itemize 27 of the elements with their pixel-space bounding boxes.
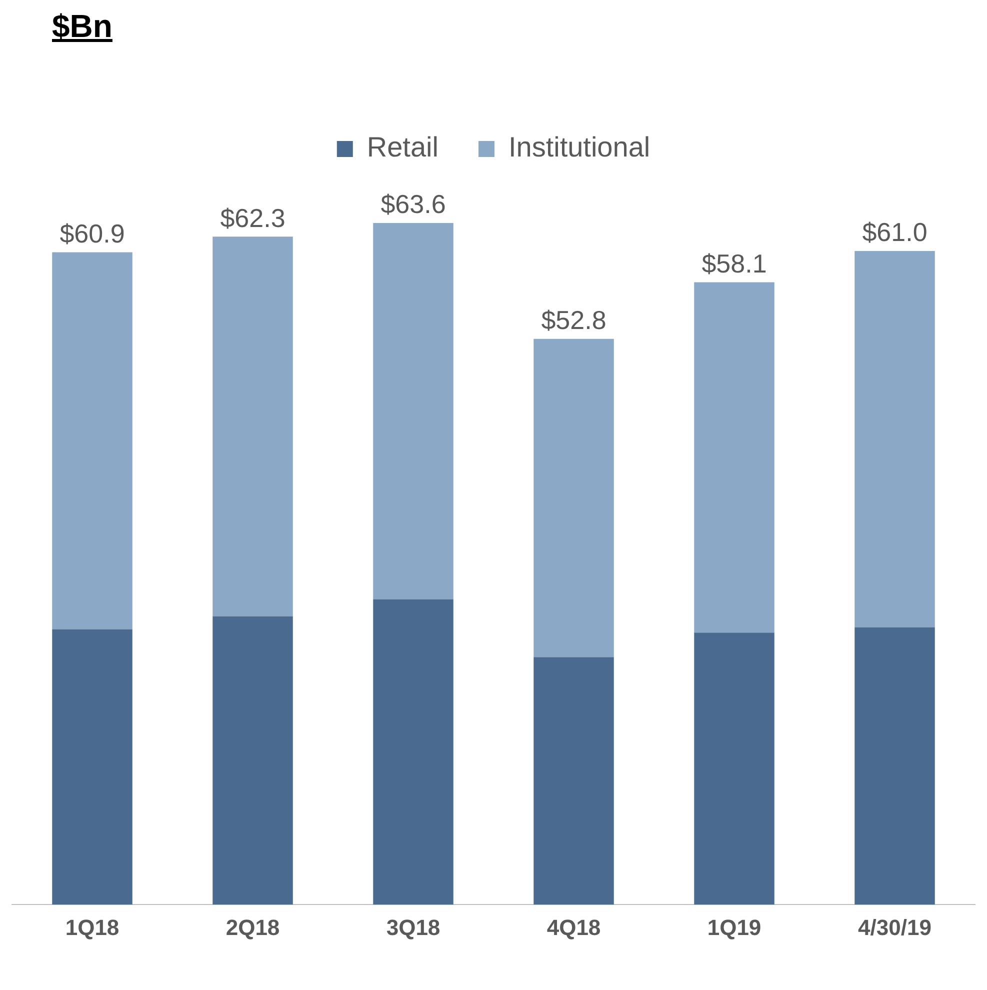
bar: [212, 616, 293, 905]
annotation: $52.8: [541, 305, 606, 336]
bar: [52, 252, 132, 630]
x-tick-label: 4/30/19: [858, 914, 932, 940]
annotation: $58.1: [702, 248, 767, 278]
chart-title: $Bn: [52, 8, 114, 45]
annotation: $63.6: [380, 189, 446, 220]
x-tick-label: 4Q18: [546, 914, 601, 940]
bar: [52, 629, 132, 905]
annotation: $61.0: [862, 217, 928, 248]
x-tick-label: 3Q18: [386, 914, 440, 940]
x-tick-label: 1Q19: [707, 914, 762, 940]
bar: [854, 627, 935, 905]
bar: [534, 338, 614, 658]
x-tick-label: 2Q18: [226, 914, 280, 940]
bar: [373, 599, 454, 905]
bar: [694, 282, 774, 633]
bar: [854, 250, 935, 628]
annotation: $60.9: [60, 218, 125, 248]
legend-label: Retail: [366, 132, 438, 163]
legend-label: Institutional: [508, 132, 650, 163]
bar: [212, 236, 293, 616]
bar: [694, 632, 774, 905]
x-tick-label: 1Q18: [65, 914, 120, 940]
annotation: $62.3: [220, 202, 286, 233]
bar: [534, 657, 614, 905]
bar: [373, 223, 454, 600]
